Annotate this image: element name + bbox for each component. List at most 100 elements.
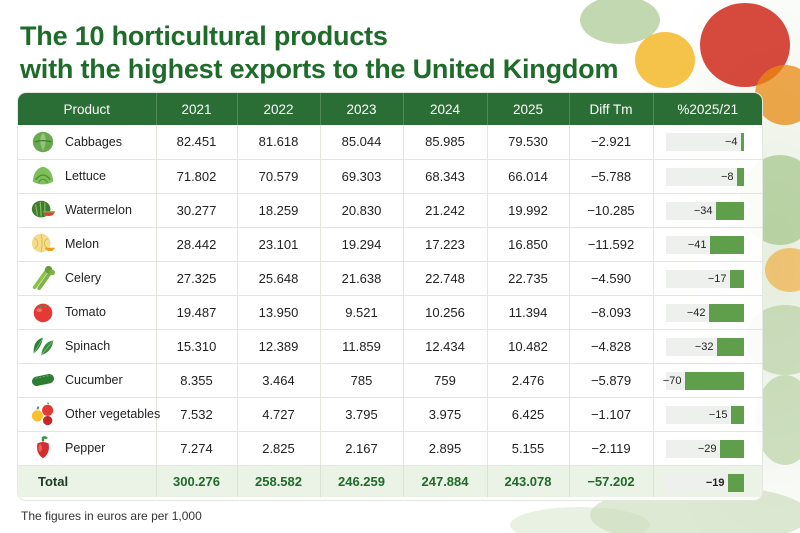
- cell-2021: 28.442: [156, 227, 238, 261]
- cell-2024: 21.242: [403, 193, 488, 227]
- percent-bar: [708, 303, 744, 322]
- cell-diff: −5.788: [569, 159, 654, 193]
- header-percent-change: %2025/21: [677, 101, 739, 117]
- footnote: The figures in euros are per 1,000: [21, 509, 202, 523]
- title-line-2: with the highest exports to the United K…: [20, 54, 619, 84]
- product-cell: Other vegetables: [18, 397, 160, 431]
- cell-2021: 19.487: [156, 295, 238, 329]
- header-2023: 2023: [320, 93, 404, 125]
- percent-bar-cell: −4: [653, 125, 762, 159]
- percent-bar-track: −4: [665, 133, 744, 151]
- table-header-row: Product 2021 2022 2023 2024 2025 Diff Tm…: [18, 93, 762, 125]
- product-name: Cucumber: [65, 373, 123, 387]
- product-name: Melon: [65, 237, 100, 251]
- cell-2025: 11.394: [487, 295, 570, 329]
- header-2022: 2022: [237, 93, 321, 125]
- header-2021: 2021: [156, 93, 238, 125]
- percent-bar-label: −17: [707, 272, 727, 285]
- percent-bar-track: −32: [665, 337, 744, 356]
- product-name: Tomato: [65, 305, 106, 319]
- cell-2021: 71.802: [156, 159, 238, 193]
- cell-2024: 17.223: [403, 227, 488, 261]
- melon-icon: [31, 233, 56, 253]
- cell-2023: 3.795: [320, 397, 404, 431]
- percent-bar: [740, 133, 744, 151]
- header-product: Product: [18, 93, 157, 125]
- percent-bar-cell: −34: [653, 193, 762, 227]
- cell-2022: 25.648: [237, 261, 321, 295]
- cabbage-icon: [32, 131, 54, 152]
- percent-bar-cell: −42: [653, 295, 762, 329]
- cell-2022: 13.950: [237, 295, 321, 329]
- product-name: Pepper: [65, 441, 106, 455]
- table-row: Spinach 15.310 12.389 11.859 12.434 10.482 −4.…: [18, 329, 762, 363]
- percent-bar: [716, 337, 744, 356]
- cell-2022: 12.389: [237, 329, 321, 363]
- cell-2024: 3.975: [403, 397, 488, 431]
- cell-2023: 19.294: [320, 227, 404, 261]
- product-cell: Celery: [18, 261, 157, 295]
- cell-2021: 7.274: [156, 431, 238, 465]
- cell-diff: −4.590: [569, 261, 654, 295]
- percent-bar: [730, 405, 744, 424]
- cell-2025: 16.850: [487, 227, 570, 261]
- cell-2022: 4.727: [237, 397, 321, 431]
- percent-bar-cell: −8: [653, 159, 762, 193]
- product-name: Spinach: [65, 339, 111, 353]
- cell-2025: 5.155: [487, 431, 570, 465]
- percent-bar-track: −41: [665, 235, 744, 254]
- percent-bar-track: −70: [663, 371, 744, 390]
- cell-2023: 11.859: [320, 329, 404, 363]
- product-name: Watermelon: [65, 203, 132, 217]
- page-title: The 10 horticultural products with the h…: [20, 20, 620, 86]
- cell-diff: −11.592: [569, 227, 654, 261]
- product-cell: Melon: [18, 227, 157, 261]
- percent-bar-label: −32: [694, 340, 714, 353]
- percent-bar: [727, 473, 744, 492]
- percent-bar: [715, 201, 744, 220]
- percent-bar-label: −8: [720, 170, 734, 183]
- cell-2021: 27.325: [156, 261, 238, 295]
- cell-2024: 22.748: [403, 261, 488, 295]
- cell-diff: −4.828: [569, 329, 654, 363]
- total-2024: 247.884: [403, 465, 488, 497]
- percent-bar-cell: −70: [653, 363, 762, 397]
- percent-bar: [736, 167, 744, 186]
- percent-bar-label: −41: [687, 238, 707, 251]
- percent-bar-cell: −32: [653, 329, 762, 363]
- table-row: Lettuce 71.802 70.579 69.303 68.343 66.014 −5.…: [18, 159, 762, 193]
- table-row: Melon 28.442 23.101 19.294 17.223 16.850 −11.5…: [18, 227, 762, 261]
- cell-diff: −10.285: [569, 193, 654, 227]
- percent-bar-label: −34: [693, 204, 713, 217]
- cell-2024: 12.434: [403, 329, 488, 363]
- product-cell: Tomato: [18, 295, 157, 329]
- table-row: Other vegetables 7.532 4.727 3.795 3.975 6.42…: [18, 397, 762, 431]
- percent-bar-track: −17: [665, 269, 744, 288]
- cell-2025: 66.014: [487, 159, 570, 193]
- cell-2025: 6.425: [487, 397, 570, 431]
- total-2023: 246.259: [320, 465, 404, 497]
- tomato-icon: [33, 303, 53, 323]
- percent-bar-label: −15: [708, 408, 728, 421]
- percent-bar-track: −8: [665, 167, 744, 186]
- cell-2022: 70.579: [237, 159, 321, 193]
- percent-bar-label: −19: [705, 476, 725, 489]
- percent-bar: [719, 439, 744, 458]
- lettuce-icon: [32, 166, 54, 185]
- percent-bar-track: −15: [665, 405, 744, 424]
- cell-2023: 2.167: [320, 431, 404, 465]
- cell-2025: 22.735: [487, 261, 570, 295]
- product-name: Other vegetables: [65, 407, 161, 421]
- cell-2021: 8.355: [156, 363, 238, 397]
- cell-2025: 2.476: [487, 363, 570, 397]
- cell-2023: 85.044: [320, 125, 404, 159]
- table-row: Pepper 7.274 2.825 2.167 2.895 5.155 −2.119 −29: [18, 431, 762, 465]
- total-2022: 258.582: [237, 465, 321, 497]
- cell-diff: −8.093: [569, 295, 654, 329]
- watermelon-icon: [31, 200, 56, 218]
- total-diff: −57.202: [569, 465, 654, 497]
- cucumber-icon: [31, 374, 55, 386]
- percent-bar-track: −42: [665, 303, 744, 322]
- cell-2024: 85.985: [403, 125, 488, 159]
- total-2021: 300.276: [156, 465, 238, 497]
